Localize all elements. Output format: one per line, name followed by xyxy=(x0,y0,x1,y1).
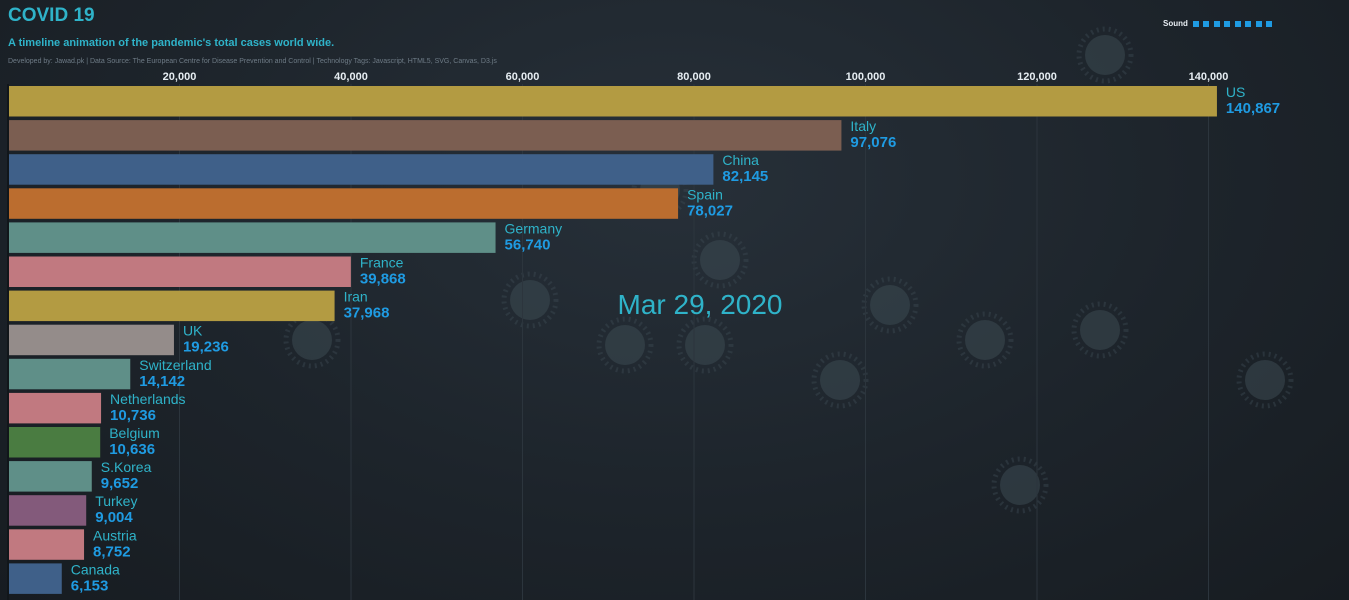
sound-level-square[interactable] xyxy=(1192,21,1199,27)
bar-category-label: China xyxy=(722,152,759,168)
bar xyxy=(9,495,87,526)
sound-level-square[interactable] xyxy=(1234,21,1241,27)
bar-value-label: 14,142 xyxy=(139,373,185,390)
bar-value-label: 8,752 xyxy=(93,543,131,560)
bar xyxy=(9,324,174,356)
bar-category-label: France xyxy=(360,255,404,271)
x-tick-label: 140,000 xyxy=(1189,71,1229,83)
header: COVID 19 A timeline animation of the pan… xyxy=(8,4,497,65)
bar-value-label: 78,027 xyxy=(687,202,733,219)
x-tick-label: 120,000 xyxy=(1017,71,1057,83)
bar-category-label: Belgium xyxy=(109,425,160,441)
sound-level-square[interactable] xyxy=(1224,21,1231,27)
bar-value-label: 37,968 xyxy=(344,305,390,322)
bar xyxy=(9,563,62,594)
page-title: COVID 19 xyxy=(8,5,95,26)
bar-category-label: Turkey xyxy=(95,493,137,509)
bar xyxy=(9,188,679,219)
bar-category-label: Italy xyxy=(850,118,876,134)
bar-value-label: 9,652 xyxy=(101,475,139,492)
bar-value-label: 10,736 xyxy=(110,407,156,424)
sound-level-square[interactable] xyxy=(1266,21,1273,27)
bar-category-label: Iran xyxy=(344,289,368,305)
bar-value-label: 140,867 xyxy=(1226,100,1280,117)
date-label: Mar 29, 2020 xyxy=(618,289,783,320)
bar-category-label: US xyxy=(1226,84,1245,100)
bar-category-label: Germany xyxy=(505,220,563,236)
bar-value-label: 10,636 xyxy=(109,441,155,458)
x-tick-label: 20,000 xyxy=(163,71,197,83)
bar-category-label: Austria xyxy=(93,527,137,543)
sound-level-square[interactable] xyxy=(1203,21,1210,27)
sound-level-square[interactable] xyxy=(1245,21,1252,27)
x-tick-label: 80,000 xyxy=(677,71,711,83)
bar-category-label: Spain xyxy=(687,186,723,202)
bars: US140,867Italy97,076China82,145Spain78,0… xyxy=(9,84,1280,594)
bar-category-label: S.Korea xyxy=(101,459,152,475)
bar-category-label: Canada xyxy=(71,561,120,577)
bar-category-label: UK xyxy=(183,323,203,339)
bar-value-label: 82,145 xyxy=(722,168,768,185)
bar xyxy=(9,290,335,322)
bar xyxy=(9,392,102,424)
bar xyxy=(9,358,131,390)
bar xyxy=(9,461,92,492)
bar xyxy=(9,256,351,287)
bar xyxy=(9,154,714,185)
bar-value-label: 39,868 xyxy=(360,271,406,288)
bar xyxy=(9,427,101,458)
sound-level-square[interactable] xyxy=(1255,21,1262,27)
sound-volume-bars[interactable] xyxy=(1192,14,1273,32)
x-tick-label: 40,000 xyxy=(334,71,368,83)
bar xyxy=(9,86,1217,117)
bar xyxy=(9,222,496,253)
x-tick-label: 100,000 xyxy=(846,71,886,83)
bar-value-label: 9,004 xyxy=(95,509,133,526)
bar-value-label: 6,153 xyxy=(71,577,109,594)
x-axis-ticks: 20,000 40,000 60,000 80,000 100,000 120,000 14… xyxy=(163,71,1229,83)
credits-line: Developed by: Jawad.pk | Data Source: Th… xyxy=(8,58,497,65)
page-subtitle: A timeline animation of the pandemic's t… xyxy=(8,37,335,49)
bar-value-label: 56,740 xyxy=(505,236,551,253)
sound-level-square[interactable] xyxy=(1213,21,1220,27)
bar xyxy=(9,529,85,560)
bar xyxy=(9,120,842,151)
bar-value-label: 97,076 xyxy=(850,134,896,151)
bar-category-label: Switzerland xyxy=(139,357,211,373)
bar-value-label: 19,236 xyxy=(183,339,229,356)
sound-control[interactable]: Sound xyxy=(1163,14,1273,32)
x-tick-label: 60,000 xyxy=(506,71,540,83)
bar-category-label: Netherlands xyxy=(110,391,186,407)
sound-label: Sound xyxy=(1163,18,1188,28)
